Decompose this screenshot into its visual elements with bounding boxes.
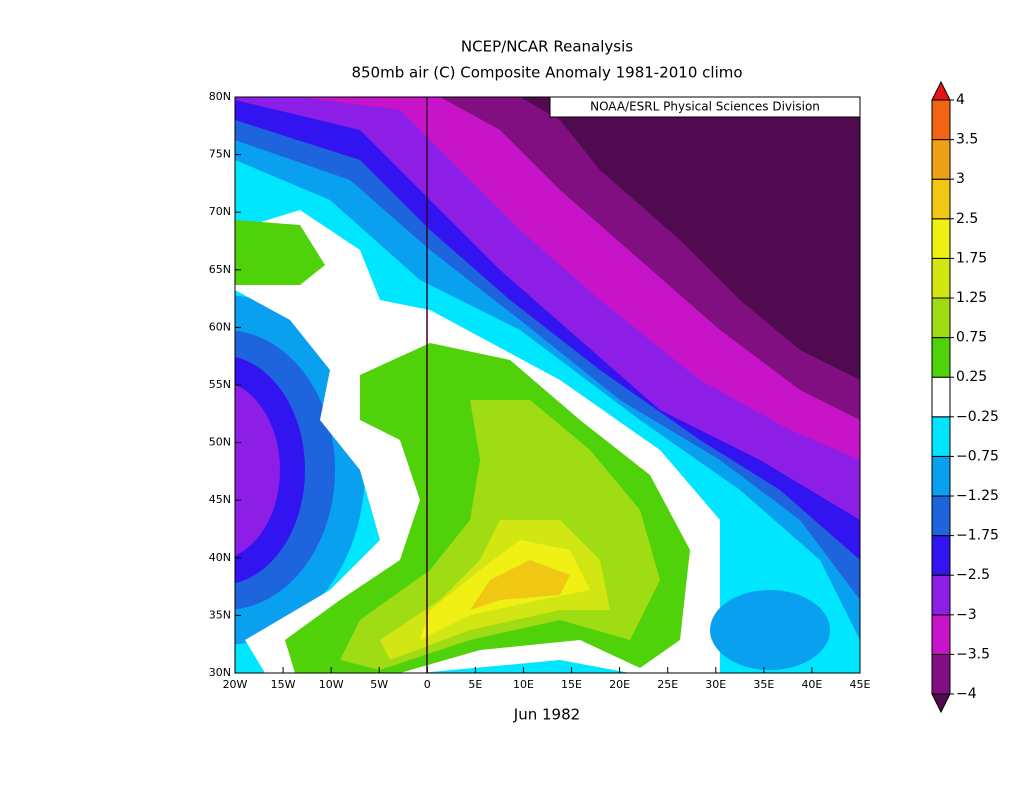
colorbar-box [931,376,951,418]
colorbar-box [931,297,951,339]
colorbar-label: −3 [956,607,977,623]
x-tick-label: 20E [609,678,630,691]
colorbar-box [931,416,951,457]
colorbar-box [931,218,951,259]
x-tick-label: 40E [801,678,822,691]
y-tick-label: 75N [209,148,231,161]
colorbar-box [931,99,951,141]
colorbar-low [931,693,951,714]
colorbar-label: 1.75 [956,250,987,266]
colorbar-box [931,653,951,695]
y-tick-label: 50N [209,436,231,449]
date-label: Jun 1982 [513,706,580,724]
colorbar-label: −2.5 [956,567,990,583]
y-tick-label: 80N [209,90,231,103]
colorbar-box [931,178,951,220]
anomaly-field [235,97,860,673]
source: NOAA/ESRL Physical Sciences Division [590,100,820,114]
colorbar-box [931,337,951,378]
colorbar-box [931,574,951,616]
colorbar-box [931,139,951,180]
colorbar-box [931,535,951,576]
y-tick-label: 35N [209,608,231,621]
title: NCEP/NCAR Reanalysis [461,38,633,56]
colorbar-box [931,455,951,497]
colorbar-label: 2.5 [956,211,978,227]
colorbar-label: −4 [956,686,977,702]
y-tick-label: 60N [209,320,231,333]
colorbar-label: 0.75 [956,330,987,346]
x-tick-label: 15E [561,678,582,691]
x-tick-label: 35E [753,678,774,691]
subtitle: 850mb air (C) Composite Anomaly 1981-201… [351,64,742,82]
x-tick-label: 25E [657,678,678,691]
colorbar-box [931,614,951,655]
colorbar-label: −3.5 [956,646,990,662]
y-tick-label: 55N [209,378,231,391]
x-tick-label: 30E [705,678,726,691]
x-tick-label: 15W [271,678,296,691]
colorbar-label: −1.25 [956,488,999,504]
x-tick-label: 10W [319,678,344,691]
colorbar-label: 0.25 [956,369,987,385]
colorbar-label: 4 [956,92,965,108]
colorbar-label: −1.75 [956,528,999,544]
colorbar-box [931,257,951,299]
y-tick-label: 65N [209,263,231,276]
colorbar-label: 3.5 [956,132,978,148]
colorbar-label: 3 [956,171,965,187]
x-tick-label: 20W [223,678,248,691]
x-tick-label: 45E [850,678,871,691]
colorbar-label: −0.75 [956,448,999,464]
y-tick-label: 45N [209,493,231,506]
colorbar-high [931,80,951,101]
x-tick-label: 0 [424,678,431,691]
y-tick-label: 30N [209,666,231,679]
source-box [549,96,861,118]
y-tick-label: 70N [209,205,231,218]
colorbar-label: −0.25 [956,409,999,425]
colorbar-box [931,495,951,537]
colorbar-label: 1.25 [956,290,987,306]
x-tick-label: 5E [468,678,482,691]
x-tick-label: 5W [370,678,388,691]
x-tick-label: 10E [513,678,534,691]
y-tick-label: 40N [209,551,231,564]
